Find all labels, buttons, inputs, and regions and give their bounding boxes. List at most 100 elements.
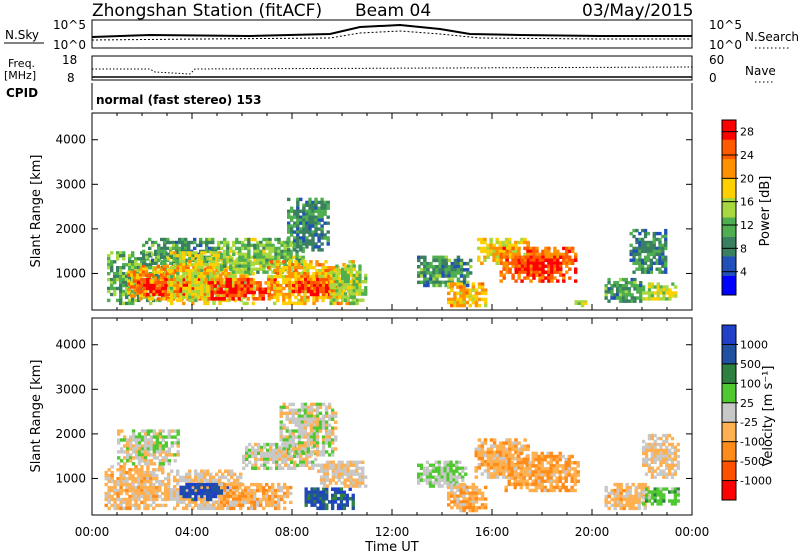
data-cell [218, 478, 222, 483]
data-cell [306, 274, 310, 279]
data-cell [352, 283, 356, 287]
data-cell [125, 283, 129, 288]
data-cell [161, 444, 165, 448]
data-cell [268, 500, 272, 505]
data-cell [649, 243, 653, 248]
data-cell [288, 438, 292, 442]
data-cell [477, 282, 482, 286]
data-cell [297, 429, 302, 433]
data-cell [238, 270, 242, 274]
data-cell [163, 243, 167, 248]
data-cell [128, 506, 132, 511]
data-cell [289, 500, 293, 505]
data-cell [146, 441, 151, 445]
data-cell [123, 450, 127, 454]
data-cell [176, 298, 180, 303]
data-cell [462, 500, 466, 504]
data-cell [128, 471, 132, 475]
data-cell [134, 435, 139, 439]
data-cell [529, 246, 533, 251]
data-cell [334, 426, 338, 430]
data-cell [339, 493, 344, 498]
data-cell [279, 292, 283, 297]
data-cell [339, 496, 344, 501]
data-cell [435, 283, 439, 288]
data-cell [238, 497, 242, 502]
data-cell [355, 286, 359, 290]
data-cell [146, 263, 150, 267]
data-cell [440, 478, 444, 482]
data-cell [534, 476, 538, 480]
data-cell [131, 456, 136, 460]
data-cell [211, 494, 216, 499]
data-cell [638, 246, 642, 251]
data-cell [311, 212, 315, 216]
data-cell [358, 298, 362, 302]
noise-sky-line [91, 23, 692, 38]
data-cell [300, 444, 305, 448]
data-cell [297, 272, 301, 276]
data-cell [320, 236, 324, 240]
data-cell [185, 272, 189, 276]
data-cell [185, 478, 189, 483]
data-cell [559, 252, 563, 257]
data-cell [461, 475, 465, 479]
data-cell [513, 467, 517, 471]
data-cell [318, 269, 322, 273]
data-cell [532, 276, 536, 280]
data-cell [241, 243, 245, 248]
data-cell [194, 280, 198, 285]
data-cell [456, 303, 460, 308]
data-cell [137, 435, 142, 439]
data-cell [346, 289, 351, 293]
data-cell [104, 497, 108, 502]
data-cell [212, 506, 216, 511]
data-cell [297, 408, 302, 412]
data-cell [355, 292, 359, 296]
data-cell [364, 286, 368, 290]
data-cell [282, 411, 286, 415]
data-cell [152, 497, 156, 502]
data-cell [149, 491, 153, 496]
data-cell [182, 260, 186, 264]
data-cell [256, 249, 260, 254]
data-cell [143, 462, 148, 466]
data-cell [117, 450, 121, 454]
data-cell [194, 488, 198, 492]
data-cell [275, 460, 279, 464]
data-cell [459, 494, 463, 498]
data-cell [159, 276, 164, 280]
data-cell [483, 450, 488, 455]
data-cell [345, 500, 349, 504]
data-cell [274, 246, 278, 251]
data-cell [471, 300, 476, 305]
data-cell [134, 453, 139, 457]
data-cell [352, 463, 356, 467]
data-cell [267, 283, 271, 288]
data-cell [641, 249, 645, 254]
data-cell [316, 487, 320, 491]
data-cell [313, 283, 317, 288]
data-cell [358, 283, 362, 287]
data-cell [641, 270, 645, 274]
data-cell [246, 277, 250, 282]
data-cell [211, 240, 215, 245]
nsearch-label: N.Search [745, 30, 799, 44]
data-cell [217, 240, 221, 245]
data-cell [452, 469, 456, 473]
data-cell [508, 267, 512, 271]
data-cell [300, 441, 305, 445]
data-cell [639, 299, 643, 303]
data-cell [656, 282, 660, 286]
data-cell [260, 454, 264, 459]
data-cell [342, 490, 346, 495]
data-cell [289, 249, 293, 254]
data-cell [449, 475, 453, 479]
data-cell [239, 298, 243, 303]
data-cell [202, 255, 206, 259]
data-cell [303, 441, 308, 445]
data-cell [535, 255, 539, 259]
data-cell [188, 283, 192, 288]
data-cell [229, 249, 233, 254]
data-cell [534, 454, 538, 459]
